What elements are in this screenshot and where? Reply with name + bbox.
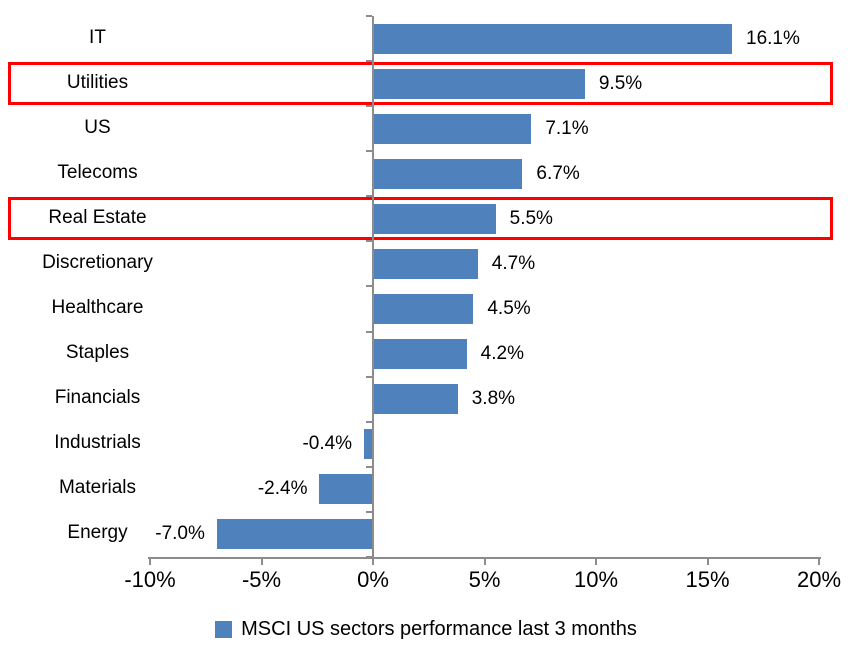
legend-marker-square (215, 620, 233, 638)
bar (364, 429, 373, 460)
category-label: Real Estate (48, 206, 147, 228)
highlight-box (8, 62, 833, 106)
legend-label: MSCI US sectors performance last 3 month… (241, 617, 637, 640)
x-tick-label: 15% (685, 567, 730, 592)
y-axis-tick (366, 285, 372, 288)
x-axis-tick (372, 557, 374, 565)
category-label: Industrials (54, 432, 141, 454)
y-axis-tick (366, 150, 372, 153)
y-axis-tick (366, 195, 372, 198)
category-label: Healthcare (51, 297, 144, 319)
x-tick-label: 5% (468, 567, 501, 592)
value-label: 4.7% (491, 252, 536, 274)
category-label: Financials (54, 387, 141, 409)
bar (373, 339, 467, 370)
value-label: -0.4% (302, 433, 353, 455)
x-axis-tick (149, 557, 151, 565)
bar (319, 474, 373, 505)
bar (373, 113, 532, 144)
category-label: Telecoms (57, 161, 138, 183)
value-label: 3.8% (471, 388, 516, 410)
value-label: 6.7% (536, 162, 580, 184)
bar (216, 519, 373, 550)
bar (373, 203, 496, 234)
value-label: 7.1% (545, 117, 589, 139)
value-label: -2.4% (257, 478, 308, 500)
y-axis-tick (366, 465, 372, 468)
category-label: Staples (65, 342, 130, 364)
x-tick-label: 20% (796, 567, 842, 592)
category-label: US (84, 116, 111, 138)
bar (373, 158, 523, 189)
y-axis-tick (366, 15, 372, 17)
value-label: 4.5% (487, 298, 531, 320)
bar (373, 248, 478, 279)
x-axis-tick (818, 557, 820, 565)
x-tick-label: -10% (124, 567, 176, 592)
y-axis-tick (366, 330, 372, 333)
value-label: 9.5% (598, 72, 643, 94)
bar (373, 294, 474, 325)
bar (373, 384, 458, 415)
x-tick-label: 0% (357, 567, 389, 592)
value-label: 5.5% (509, 207, 553, 229)
category-label: Discretionary (42, 251, 153, 273)
x-axis-tick (595, 557, 597, 565)
y-axis-tick (366, 555, 372, 558)
x-axis-tick (260, 557, 263, 565)
y-axis-tick (366, 60, 372, 63)
category-label: IT (89, 26, 106, 48)
x-tick-label: -5% (241, 567, 282, 592)
y-axis-tick (366, 240, 372, 243)
value-label: -7.0% (155, 523, 205, 545)
x-axis-tick (706, 557, 709, 565)
highlight-box (8, 197, 833, 241)
y-axis-tick (366, 420, 372, 423)
y-axis-tick (366, 375, 372, 378)
x-tick-label: 10% (573, 567, 619, 592)
value-label: 4.2% (480, 343, 524, 365)
y-axis-line (372, 16, 374, 557)
bar (373, 23, 733, 54)
category-label: Energy (67, 522, 128, 544)
legend: MSCI US sectors performance last 3 month… (0, 615, 852, 643)
y-axis-tick (366, 105, 372, 108)
value-label: 16.1% (746, 27, 800, 49)
category-label: Utilities (66, 71, 129, 93)
bar (373, 68, 585, 99)
x-axis-tick (483, 557, 486, 565)
y-axis-tick (366, 510, 372, 513)
category-label: Materials (58, 477, 137, 499)
